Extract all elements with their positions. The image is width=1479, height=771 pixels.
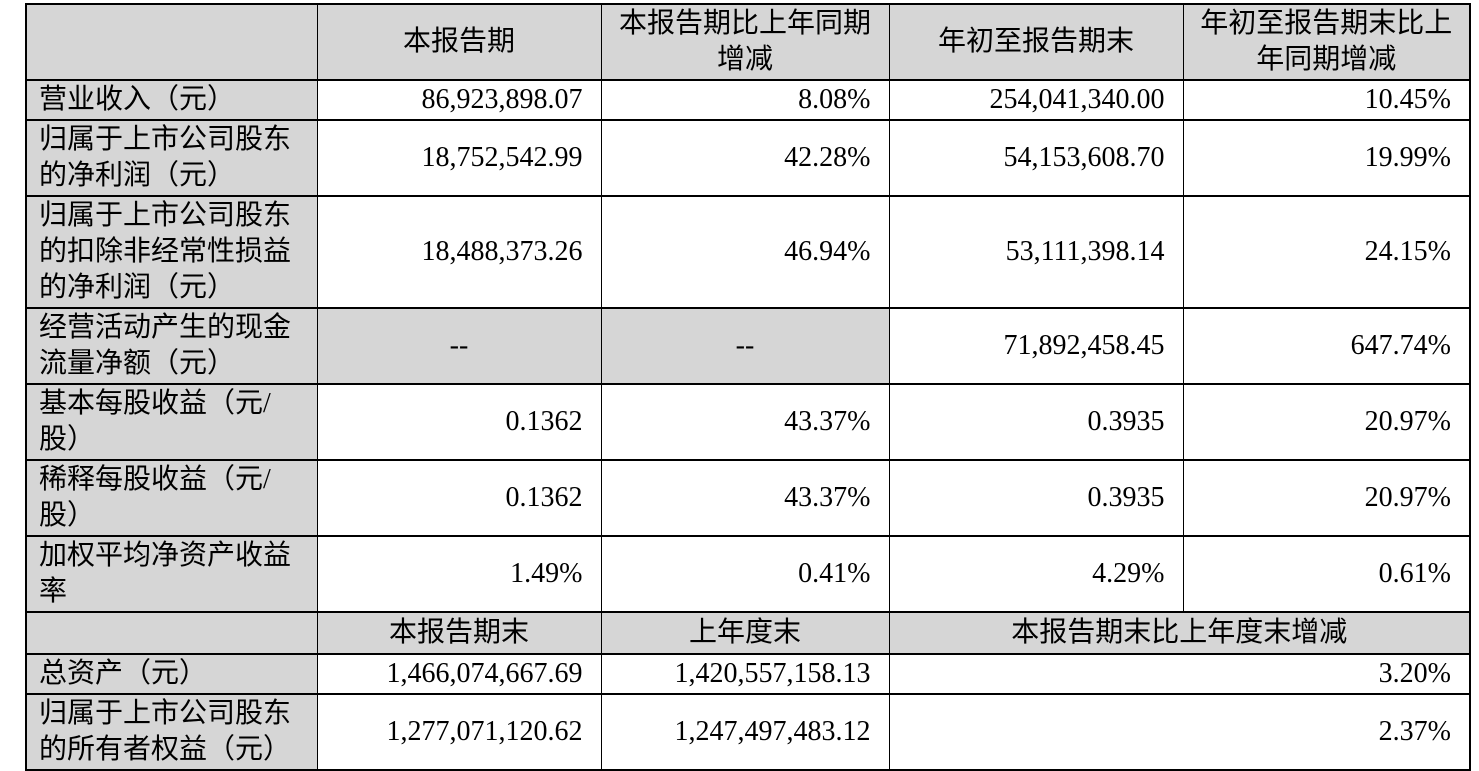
cell-value: 1,420,557,158.13 [600,653,890,695]
cell-value: 19.99% [1182,119,1471,197]
cell-value: 1,466,074,667.69 [316,653,602,695]
cell-value: 0.3935 [888,383,1184,461]
header-corner-cell [25,3,318,81]
row-label-total-assets: 总资产（元） [25,653,318,695]
row-label-diluted-eps: 稀释每股收益（元/ 股） [25,459,318,537]
row-label-basic-eps: 基本每股收益（元/ 股） [25,383,318,461]
cell-value: 1,247,497,483.12 [600,693,890,771]
row-label-operating-cash-flow: 经营活动产生的现金 流量净额（元） [25,307,318,385]
header-current-period: 本报告期 [316,3,602,81]
cell-value: -- [316,307,602,385]
header-ytd: 年初至报告期末 [888,3,1184,81]
cell-value: 8.08% [600,79,890,121]
cell-value: 42.28% [600,119,890,197]
cell-value: 18,488,373.26 [316,195,602,309]
cell-value: 46.94% [600,195,890,309]
cell-value: 4.29% [888,535,1184,613]
cell-value: 647.74% [1182,307,1471,385]
row-label-net-profit-deducted: 归属于上市公司股东 的扣除非经常性损益 的净利润（元） [25,195,318,309]
cell-value: 0.41% [600,535,890,613]
cell-value: 0.61% [1182,535,1471,613]
cell-value: 71,892,458.45 [888,307,1184,385]
cell-value: 43.37% [600,459,890,537]
table-row: 归属于上市公司股东 的所有者权益（元） 1,277,071,120.62 1,2… [25,693,1471,771]
table-row: 归属于上市公司股东 的净利润（元） 18,752,542.99 42.28% 5… [25,119,1471,197]
cell-value: 3.20% [888,653,1471,695]
cell-value: 10.45% [1182,79,1471,121]
header-ytd-yoy: 年初至报告期末比上 年同期增减 [1182,3,1471,81]
header-current-period-yoy: 本报告期比上年同期 增减 [600,3,890,81]
table-row: 稀释每股收益（元/ 股） 0.1362 43.37% 0.3935 20.97% [25,459,1471,537]
cell-value: 86,923,898.07 [316,79,602,121]
row-label-equity: 归属于上市公司股东 的所有者权益（元） [25,693,318,771]
cell-value: 20.97% [1182,459,1471,537]
cell-value: 43.37% [600,383,890,461]
table-row: 总资产（元） 1,466,074,667.69 1,420,557,158.13… [25,653,1471,695]
section2-header-row: 本报告期末 上年度末 本报告期末比上年度末增减 [25,611,1471,655]
cell-value: 1.49% [316,535,602,613]
cell-value: 254,041,340.00 [888,79,1184,121]
table-row: 归属于上市公司股东 的扣除非经常性损益 的净利润（元） 18,488,373.2… [25,195,1471,309]
cell-value: 1,277,071,120.62 [316,693,602,771]
section2-header-prev-year-end: 上年度末 [600,611,890,655]
table-row: 经营活动产生的现金 流量净额（元） -- -- 71,892,458.45 64… [25,307,1471,385]
cell-value: 18,752,542.99 [316,119,602,197]
table-row: 基本每股收益（元/ 股） 0.1362 43.37% 0.3935 20.97% [25,383,1471,461]
cell-value: 0.3935 [888,459,1184,537]
table-row: 加权平均净资产收益 率 1.49% 0.41% 4.29% 0.61% [25,535,1471,613]
cell-value: 0.1362 [316,459,602,537]
cell-value: 20.97% [1182,383,1471,461]
cell-value: 53,111,398.14 [888,195,1184,309]
financial-summary-table: 本报告期 本报告期比上年同期 增减 年初至报告期末 年初至报告期末比上 年同期增… [25,3,1471,771]
row-label-weighted-roe: 加权平均净资产收益 率 [25,535,318,613]
cell-value: 24.15% [1182,195,1471,309]
cell-value: 2.37% [888,693,1471,771]
row-label-net-profit: 归属于上市公司股东 的净利润（元） [25,119,318,197]
cell-value: -- [600,307,890,385]
table-row: 营业收入（元） 86,923,898.07 8.08% 254,041,340.… [25,79,1471,121]
section2-header-period-end: 本报告期末 [316,611,602,655]
section2-corner-cell [25,611,318,655]
section2-header-change: 本报告期末比上年度末增减 [888,611,1471,655]
header-row: 本报告期 本报告期比上年同期 增减 年初至报告期末 年初至报告期末比上 年同期增… [25,3,1471,81]
row-label-revenue: 营业收入（元） [25,79,318,121]
cell-value: 54,153,608.70 [888,119,1184,197]
financial-summary-table-wrap: 本报告期 本报告期比上年同期 增减 年初至报告期末 年初至报告期末比上 年同期增… [25,3,1471,771]
cell-value: 0.1362 [316,383,602,461]
